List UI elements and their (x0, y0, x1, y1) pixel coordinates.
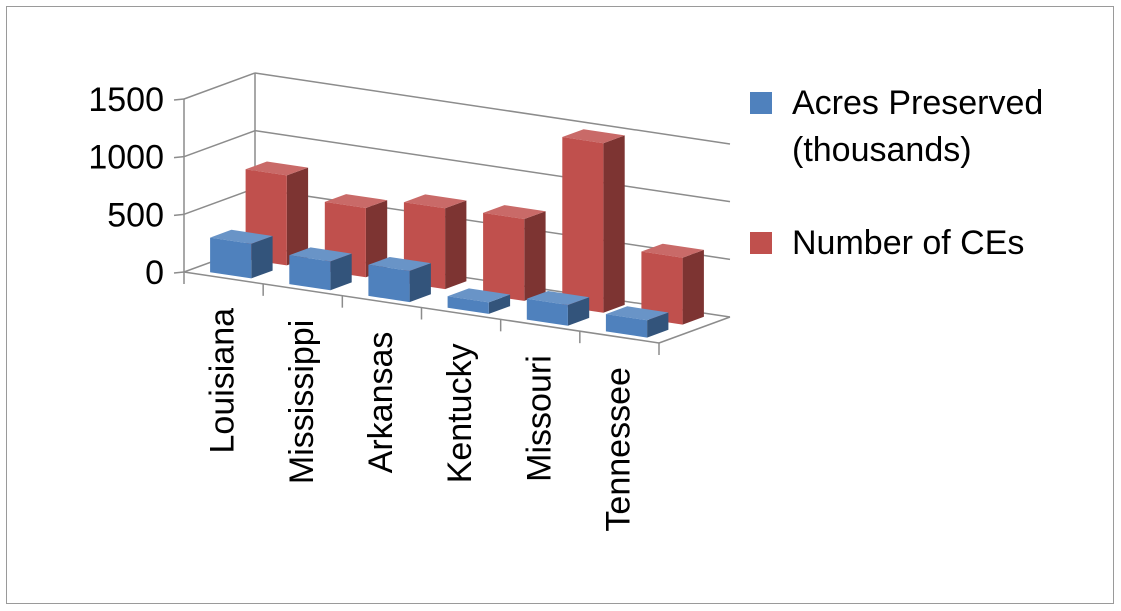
bar-ces-kentucky-front (483, 212, 525, 301)
legend-swatch-0 (750, 92, 772, 114)
back-gridline-1500 (254, 72, 731, 145)
bar-ces-missouri-front (562, 137, 604, 313)
bar-ces-tennessee-top (641, 243, 704, 258)
y-tick-labels: 0 500 1000 1500 (88, 81, 164, 292)
side-gridline-1500 (183, 72, 256, 100)
bar-acres-arkansas-top (368, 257, 431, 271)
bar-acres-missouri-side (567, 297, 590, 326)
bar-ces-mississippi-top (324, 194, 388, 208)
bar-layer (210, 129, 704, 338)
y-tick-mark-1000 (173, 155, 185, 159)
bar-ces-kentucky-side (524, 211, 546, 301)
bar-ces-kentucky (483, 205, 546, 301)
category-label-tennessee: Tennessee (599, 367, 637, 531)
bar-ces-tennessee-front (641, 251, 683, 325)
bar-acres-mississippi-top (289, 247, 352, 262)
legend-label-0-1: (thousands) (792, 131, 972, 169)
bar-acres-tennessee (605, 306, 669, 338)
y-tick-mark-1500 (173, 98, 185, 101)
floor-right-edge (658, 316, 731, 344)
bar-ces-missouri-top (562, 129, 625, 144)
bar-acres-mississippi-front (289, 255, 331, 291)
bar-ces-arkansas-top (403, 194, 467, 209)
bar-acres-kentucky-top (447, 288, 511, 303)
back-gridline-1000 (254, 129, 731, 203)
bar-acres-mississippi-side (330, 253, 352, 291)
side-gridline-500 (183, 187, 256, 216)
legend-label-1-0: Number of CEs (792, 224, 1024, 262)
category-label-kentucky: Kentucky (441, 343, 479, 483)
bar-acres-kentucky-front (447, 296, 489, 314)
bar-acres-arkansas-front (368, 264, 410, 303)
category-label-missouri: Missouri (520, 355, 558, 482)
bar-acres-missouri-front (526, 298, 568, 326)
bar-acres-arkansas-side (409, 263, 431, 303)
category-labels: Louisiana Mississippi Arkansas Kentucky Miss… (204, 308, 638, 532)
y-tick-label-500: 500 (107, 196, 164, 234)
bar-acres-tennessee-top (605, 306, 669, 321)
bar-acres-arkansas (368, 257, 431, 303)
bar-ces-mississippi-side (365, 200, 388, 278)
bar-acres-louisiana-side (251, 236, 273, 279)
y-tick-label-1000: 1000 (88, 139, 164, 177)
bar-acres-missouri (526, 291, 590, 326)
bar-ces-louisiana-side (286, 167, 309, 266)
legend-item-acres: Acres Preserved (thousands) (750, 84, 1043, 169)
bar-acres-tennessee-side (647, 312, 669, 338)
legend-item-ces: Number of CEs (750, 224, 1024, 262)
bar-acres-kentucky-side (488, 294, 511, 314)
bar-ces-louisiana-top (245, 161, 309, 176)
bar-ces-kentucky-top (483, 205, 546, 219)
y-tick-mark-0 (173, 271, 185, 274)
bar-acres-louisiana (210, 229, 273, 279)
bar-acres-tennessee-front (605, 314, 648, 338)
bar-ces-tennessee (641, 243, 704, 325)
bar-acres-louisiana-top (210, 229, 273, 244)
bar-acres-missouri-top (526, 291, 590, 305)
category-label-louisiana: Louisiana (204, 308, 242, 454)
bar-ces-missouri (562, 129, 625, 313)
legend: Acres Preserved (thousands) Number of CEs (750, 84, 1043, 262)
bar-acres-louisiana-front (210, 237, 252, 279)
y-tick-label-1500: 1500 (88, 81, 164, 119)
category-label-mississippi: Mississippi (283, 320, 321, 484)
bar-ces-arkansas-side (445, 200, 467, 290)
y-tick-label-0: 0 (145, 254, 164, 292)
category-label-arkansas: Arkansas (362, 332, 400, 474)
bar-ces-tennessee-side (682, 249, 704, 325)
bar-acres-kentucky (447, 288, 511, 314)
legend-label-0-0: Acres Preserved (792, 84, 1043, 122)
y-tick-mark-500 (173, 213, 185, 217)
side-gridline-1000 (183, 129, 256, 158)
legend-swatch-1 (750, 232, 772, 254)
bar-ces-missouri-side (603, 135, 625, 313)
bar-acres-mississippi (289, 247, 352, 291)
